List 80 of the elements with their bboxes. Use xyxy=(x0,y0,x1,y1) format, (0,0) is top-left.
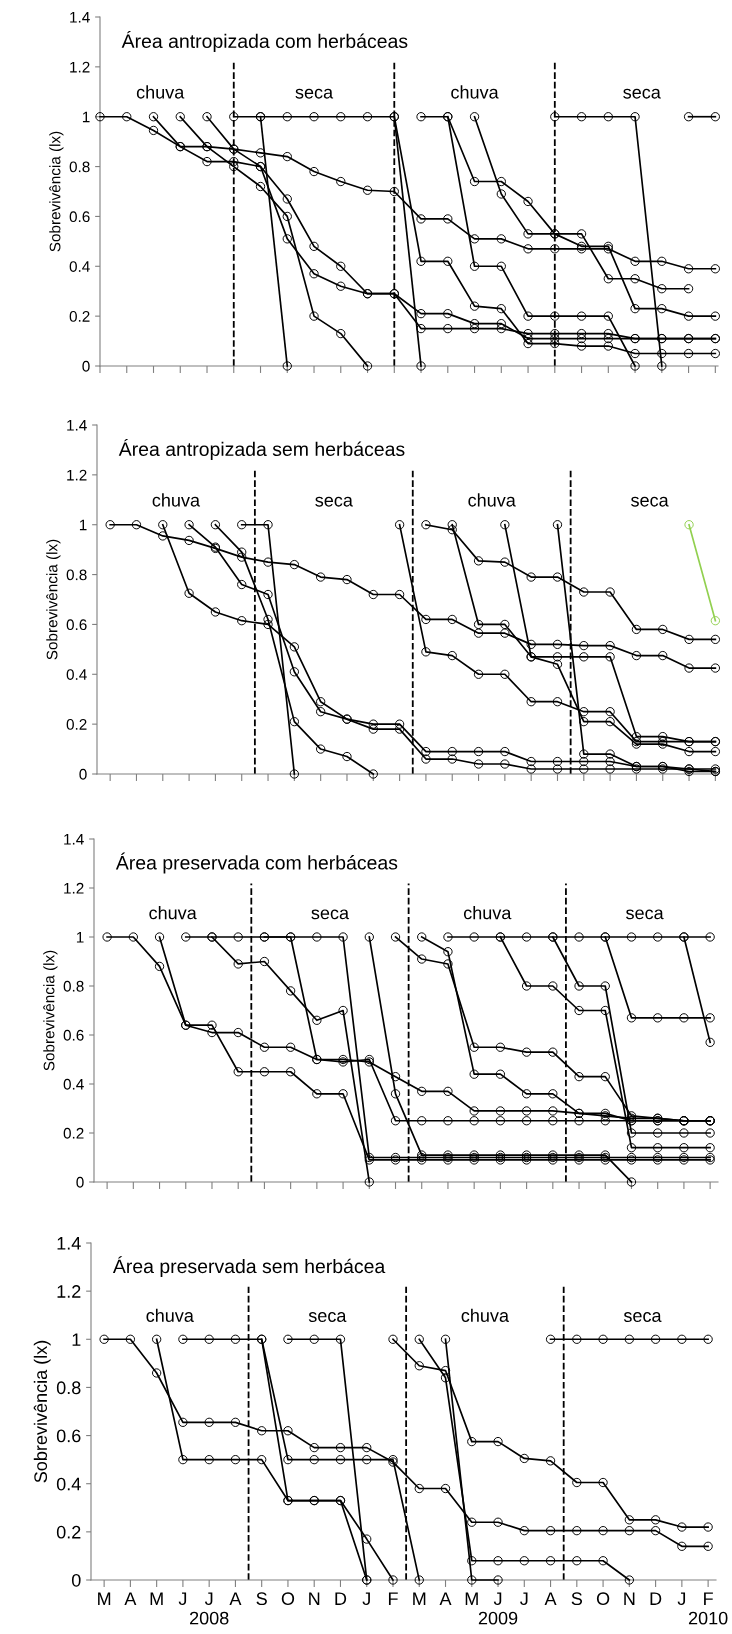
y-tick-label: 0.6 xyxy=(63,1029,84,1041)
x-tick-label: N xyxy=(624,1592,635,1605)
y-tick-label: 1 xyxy=(72,1333,81,1346)
text: Área preservada sem herbácea xyxy=(112,1256,386,1278)
x-tick-label: D xyxy=(335,1592,347,1605)
y-tick-label: 1.2 xyxy=(67,469,87,481)
y-tick-label: 0.6 xyxy=(69,211,90,223)
y-tick-label: 0.8 xyxy=(66,569,87,581)
annotation: chuva xyxy=(463,906,512,920)
x-tick-label: J 2009 xyxy=(478,1592,518,1625)
y-tick-label: 1.2 xyxy=(64,882,84,894)
y-tick-label: 1.4 xyxy=(70,12,90,23)
x-tick-label: A xyxy=(124,1592,137,1605)
y-tick-label: 1.2 xyxy=(70,61,90,73)
x-tick-label: S xyxy=(571,1592,583,1606)
annotation: chuva xyxy=(152,493,201,507)
x-tick-label: A xyxy=(439,1592,452,1605)
x-tick-label: O xyxy=(281,1592,295,1606)
text: Área preservada com herbáceas xyxy=(115,852,398,874)
y-axis-title: Sobrevivência (lx) xyxy=(33,1340,51,1483)
y-tick-label: 0.6 xyxy=(66,619,87,631)
y-tick-label: 0.4 xyxy=(69,261,90,272)
x-tick-label: M xyxy=(413,1592,426,1605)
x-tick-label: M xyxy=(465,1592,478,1605)
y-tick-label: 0.2 xyxy=(66,719,87,730)
y-tick-label: 0.8 xyxy=(56,1381,81,1395)
x-tick-label: M xyxy=(98,1592,111,1605)
x-tick-label: A xyxy=(229,1592,242,1605)
y-axis-title: Sobrevivência (lx) xyxy=(46,539,61,660)
x-tick-label: M xyxy=(150,1592,163,1605)
annotation: chuva xyxy=(468,493,516,507)
y-axis-title: Sobrevivência (lx) xyxy=(49,131,64,252)
annotation: seca xyxy=(308,1312,347,1322)
y-tick-label: 1.4 xyxy=(64,834,84,845)
y-tick-label: 1 xyxy=(79,519,87,531)
y-tick-label: 0.2 xyxy=(63,1127,84,1139)
annotation: seca xyxy=(623,88,661,99)
y-tick-label: 0.6 xyxy=(56,1429,81,1443)
x-tick-label: J xyxy=(520,1592,528,1606)
x-tick-label: N xyxy=(309,1592,320,1605)
y-tick-label: 0.8 xyxy=(69,161,90,173)
y-tick-label: 1 xyxy=(82,111,90,123)
y-tick-label: 1.4 xyxy=(57,1237,81,1250)
x-tick-label: J xyxy=(362,1592,370,1606)
x-tick-label: J 2008 xyxy=(190,1592,229,1625)
x-tick-label: J xyxy=(677,1592,686,1606)
x-tick-label: A xyxy=(544,1592,557,1605)
annotation: seca xyxy=(626,909,664,920)
y-tick-label: 0.4 xyxy=(66,669,87,680)
annotation: seca xyxy=(623,1312,662,1322)
annotation: chuva xyxy=(146,1308,194,1322)
x-tick-label: F 2010 xyxy=(688,1592,728,1625)
x-tick-label: F xyxy=(388,1592,398,1605)
annotation: chuva xyxy=(149,906,197,920)
y-tick-label: 1.4 xyxy=(67,420,87,431)
annotation: seca xyxy=(631,496,669,507)
annotation: chuva xyxy=(461,1308,509,1322)
y-tick-label: 0 xyxy=(71,1573,81,1587)
y-tick-label: 0.2 xyxy=(56,1525,81,1539)
y-tick-label: 0 xyxy=(76,1176,84,1188)
y-tick-label: 0 xyxy=(82,360,90,372)
x-tick-label: O xyxy=(596,1592,610,1606)
y-tick-label: 0.4 xyxy=(56,1477,81,1491)
y-tick-label: 0.2 xyxy=(69,311,90,322)
y-tick-label: 1.2 xyxy=(57,1285,81,1298)
x-tick-label: J xyxy=(178,1592,187,1606)
y-tick-label: 0.8 xyxy=(63,980,84,992)
x-tick-label: S xyxy=(256,1592,267,1606)
annotation: seca xyxy=(311,909,350,920)
x-tick-label: D xyxy=(650,1592,662,1605)
annotation: chuva xyxy=(136,85,185,99)
annotation: seca xyxy=(315,496,353,507)
y-tick-label: 1 xyxy=(76,932,84,943)
annotation: chuva xyxy=(451,85,499,99)
y-tick-label: 0.4 xyxy=(63,1078,84,1090)
y-axis-title: Sobrevivência (lx) xyxy=(43,950,58,1071)
text: Área antropizada sem herbáceas xyxy=(118,438,405,460)
y-tick-label: 0 xyxy=(79,768,87,780)
annotation: seca xyxy=(295,88,334,99)
text: Área antropizada com herbáceas xyxy=(121,30,408,52)
